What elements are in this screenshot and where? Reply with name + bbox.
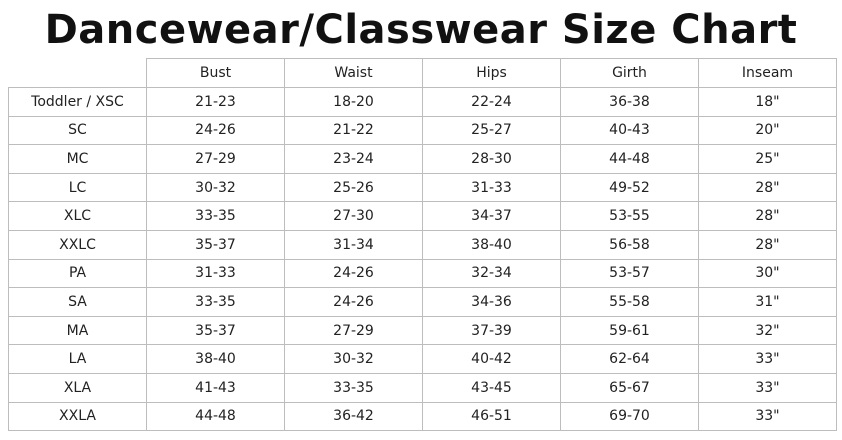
inseam-cell: 25" <box>698 144 837 174</box>
waist-cell: 27-30 <box>284 201 423 231</box>
size-label-cell: PA <box>8 258 147 289</box>
corner-cell <box>8 58 147 88</box>
hips-cell: 43-45 <box>422 372 561 403</box>
table-row: LA 38-40 30-32 40-42 62-64 33" <box>8 344 837 374</box>
girth-cell: 56-58 <box>560 229 699 260</box>
header-row: Bust Waist Hips Girth Inseam <box>8 58 837 88</box>
size-label-cell: Toddler / XSC <box>8 87 147 117</box>
size-label-cell: XLC <box>8 201 147 231</box>
bust-cell: 35-37 <box>146 315 285 346</box>
hips-cell: 34-36 <box>422 287 561 317</box>
waist-cell: 36-42 <box>284 401 423 432</box>
bust-cell: 21-23 <box>146 87 285 117</box>
table-row: MC 27-29 23-24 28-30 44-48 25" <box>8 144 837 174</box>
table-row: XLA 41-43 33-35 43-45 65-67 33" <box>8 372 837 403</box>
waist-cell: 24-26 <box>284 287 423 317</box>
table-row: XXLC 35-37 31-34 38-40 56-58 28" <box>8 229 837 260</box>
waist-cell: 18-20 <box>284 87 423 117</box>
inseam-cell: 33" <box>698 372 837 403</box>
hips-cell: 38-40 <box>422 229 561 260</box>
bust-cell: 44-48 <box>146 401 285 432</box>
waist-cell: 25-26 <box>284 172 423 203</box>
size-label-cell: SA <box>8 287 147 317</box>
waist-cell: 31-34 <box>284 229 423 260</box>
girth-cell: 53-55 <box>560 201 699 231</box>
bust-cell: 41-43 <box>146 372 285 403</box>
column-header-inseam: Inseam <box>698 58 837 88</box>
page-title: Dancewear/Classwear Size Chart <box>44 7 798 53</box>
girth-cell: 36-38 <box>560 87 699 117</box>
table-row: Toddler / XSC 21-23 18-20 22-24 36-38 18" <box>8 87 837 117</box>
hips-cell: 32-34 <box>422 258 561 289</box>
inseam-cell: 33" <box>698 401 837 432</box>
hips-cell: 34-37 <box>422 201 561 231</box>
table-row: XLC 33-35 27-30 34-37 53-55 28" <box>8 201 837 231</box>
hips-cell: 25-27 <box>422 115 561 146</box>
bust-cell: 33-35 <box>146 287 285 317</box>
waist-cell: 30-32 <box>284 344 423 374</box>
girth-cell: 59-61 <box>560 315 699 346</box>
waist-cell: 21-22 <box>284 115 423 146</box>
table-row: MA 35-37 27-29 37-39 59-61 32" <box>8 315 837 346</box>
girth-cell: 62-64 <box>560 344 699 374</box>
bust-cell: 35-37 <box>146 229 285 260</box>
girth-cell: 44-48 <box>560 144 699 174</box>
girth-cell: 40-43 <box>560 115 699 146</box>
girth-cell: 53-57 <box>560 258 699 289</box>
hips-cell: 40-42 <box>422 344 561 374</box>
inseam-cell: 32" <box>698 315 837 346</box>
table-row: LC 30-32 25-26 31-33 49-52 28" <box>8 172 837 203</box>
hips-cell: 37-39 <box>422 315 561 346</box>
table-row: SC 24-26 21-22 25-27 40-43 20" <box>8 115 837 146</box>
bust-cell: 24-26 <box>146 115 285 146</box>
column-header-girth: Girth <box>560 58 699 88</box>
bust-cell: 33-35 <box>146 201 285 231</box>
waist-cell: 23-24 <box>284 144 423 174</box>
size-label-cell: XLA <box>8 372 147 403</box>
size-label-cell: MA <box>8 315 147 346</box>
inseam-cell: 28" <box>698 201 837 231</box>
column-header-bust: Bust <box>146 58 285 88</box>
inseam-cell: 31" <box>698 287 837 317</box>
girth-cell: 65-67 <box>560 372 699 403</box>
hips-cell: 22-24 <box>422 87 561 117</box>
inseam-cell: 18" <box>698 87 837 117</box>
size-label-cell: LC <box>8 172 147 203</box>
size-label-cell: XXLA <box>8 401 147 432</box>
waist-cell: 24-26 <box>284 258 423 289</box>
girth-cell: 69-70 <box>560 401 699 432</box>
table-row: PA 31-33 24-26 32-34 53-57 30" <box>8 258 837 289</box>
table-row: XXLA 44-48 36-42 46-51 69-70 33" <box>8 401 837 432</box>
girth-cell: 55-58 <box>560 287 699 317</box>
inseam-cell: 28" <box>698 229 837 260</box>
inseam-cell: 20" <box>698 115 837 146</box>
bust-cell: 31-33 <box>146 258 285 289</box>
size-chart-table: Bust Waist Hips Girth Inseam Toddler / X… <box>8 58 837 432</box>
hips-cell: 31-33 <box>422 172 561 203</box>
hips-cell: 28-30 <box>422 144 561 174</box>
inseam-cell: 33" <box>698 344 837 374</box>
hips-cell: 46-51 <box>422 401 561 432</box>
bust-cell: 38-40 <box>146 344 285 374</box>
inseam-cell: 30" <box>698 258 837 289</box>
bust-cell: 27-29 <box>146 144 285 174</box>
girth-cell: 49-52 <box>560 172 699 203</box>
table-row: SA 33-35 24-26 34-36 55-58 31" <box>8 287 837 317</box>
size-label-cell: MC <box>8 144 147 174</box>
size-label-cell: SC <box>8 115 147 146</box>
waist-cell: 33-35 <box>284 372 423 403</box>
column-header-waist: Waist <box>284 58 423 88</box>
bust-cell: 30-32 <box>146 172 285 203</box>
size-label-cell: XXLC <box>8 229 147 260</box>
column-header-hips: Hips <box>422 58 561 88</box>
waist-cell: 27-29 <box>284 315 423 346</box>
size-label-cell: LA <box>8 344 147 374</box>
inseam-cell: 28" <box>698 172 837 203</box>
